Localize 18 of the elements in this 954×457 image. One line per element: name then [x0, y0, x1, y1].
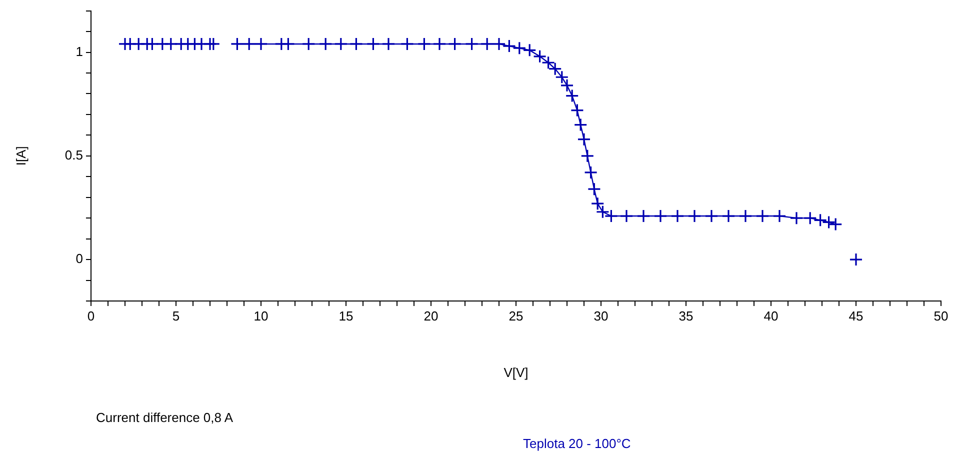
x-tick-label: 35	[678, 308, 694, 324]
text: Teplota 20 - 100°C	[523, 436, 631, 451]
text: Current difference 0,8 A	[96, 410, 234, 425]
y-tick-label: 0.5	[64, 147, 83, 162]
x-tick-label: 5	[172, 308, 180, 324]
x-axis-title: V[V]	[504, 364, 528, 380]
x-tick-label: 25	[508, 308, 524, 324]
x-tick-label: 0	[87, 308, 95, 324]
x-tick-label: 30	[594, 308, 608, 324]
x-tick-label: 45	[848, 308, 864, 324]
x-tick-label: 20	[424, 308, 438, 324]
y-axis-title: I[A]	[13, 146, 28, 166]
x-tick-label: 10	[254, 308, 268, 324]
x-tick-label: 15	[338, 308, 354, 324]
y-tick-label: 1	[76, 44, 83, 59]
x-tick-label: 50	[934, 308, 948, 324]
x-tick-label: 40	[764, 308, 778, 324]
y-tick-label: 0	[76, 251, 83, 266]
